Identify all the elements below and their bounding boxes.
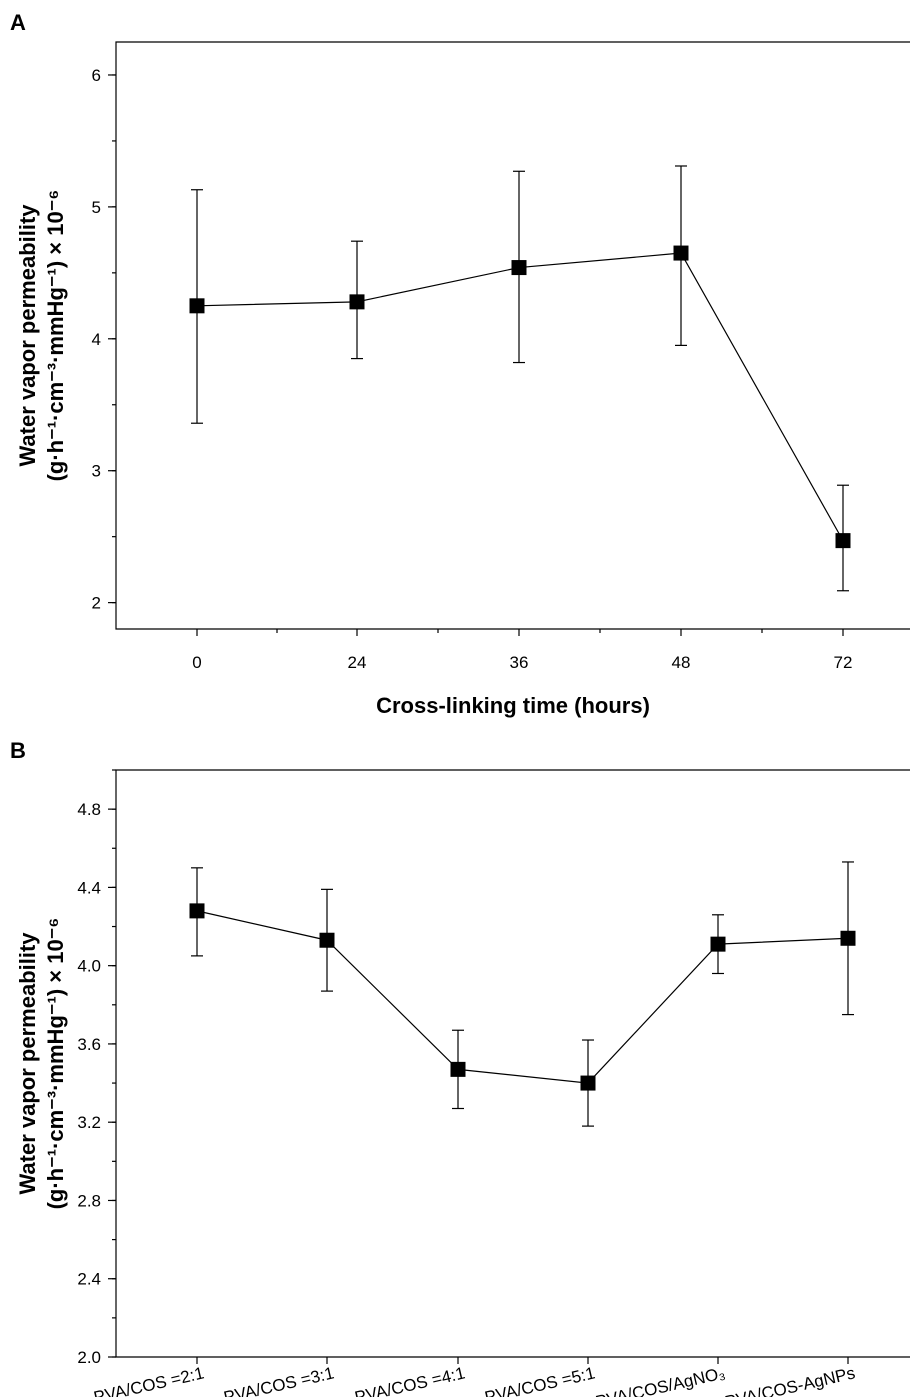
y-axis-subtitle: (g·h⁻¹·cm⁻³·mmHg⁻¹) × 10⁻⁶ — [43, 918, 68, 1210]
y-tick-label: 6 — [92, 66, 101, 85]
data-point — [580, 1075, 596, 1091]
y-tick-label: 2.8 — [77, 1191, 101, 1210]
y-tick-label: 3.6 — [77, 1035, 101, 1054]
data-point — [450, 1061, 466, 1077]
chart-panel-B: B 2.0 2.4 2.8 3.2 3.6 4.0 4.4 4.8 PVA/COS =2:1 PVA… — [10, 738, 910, 1397]
x-tick-label: 36 — [510, 653, 529, 672]
y-tick-label: 2.4 — [77, 1270, 101, 1289]
y-tick-label: 4.4 — [77, 878, 101, 897]
plot-frame — [115, 41, 910, 630]
x-tick-label: PVA/COS =4:1 — [353, 1363, 467, 1397]
data-point — [710, 936, 726, 952]
plot-frame — [115, 769, 910, 1358]
x-tick-label: PVA/COS =2:1 — [92, 1363, 206, 1397]
y-tick-label: 4.8 — [77, 800, 101, 819]
data-point — [673, 245, 689, 261]
data-point — [840, 930, 856, 946]
y-tick-label: 2.0 — [77, 1348, 101, 1367]
data-point — [511, 260, 527, 276]
data-point — [835, 533, 851, 549]
panel-label: B — [10, 738, 26, 763]
x-axis-title: Cross-linking time (hours) — [376, 693, 650, 718]
x-tick-label: 0 — [192, 653, 201, 672]
x-tick-label: 48 — [672, 653, 691, 672]
data-point — [189, 903, 205, 919]
x-tick-label: PVA/COS-AgNPs — [723, 1363, 857, 1397]
y-tick-label: 2 — [92, 594, 101, 613]
y-tick-label: 4.0 — [77, 957, 101, 976]
x-tick-label: PVA/COS =5:1 — [483, 1363, 597, 1397]
chart-panel-A: A 2 3 4 5 6 0 24 36 48 72 Cross-linking time (hours… — [10, 10, 910, 718]
data-point — [349, 294, 365, 310]
x-tick-label: 24 — [348, 653, 367, 672]
series-line — [196, 910, 849, 1084]
data-point — [189, 298, 205, 314]
y-axis-title: Water vapor permeability — [15, 204, 40, 467]
x-tick-label: PVA/COS =3:1 — [222, 1363, 336, 1397]
y-axis-subtitle: (g·h⁻¹·cm⁻³·mmHg⁻¹) × 10⁻⁶ — [43, 190, 68, 482]
y-tick-label: 4 — [92, 330, 101, 349]
y-tick-label: 3.2 — [77, 1113, 101, 1132]
panel-label: A — [10, 10, 26, 35]
y-tick-label: 3 — [92, 462, 101, 481]
y-tick-label: 5 — [92, 198, 101, 217]
y-axis-title: Water vapor permeability — [15, 932, 40, 1195]
x-tick-label: PVA/COS/AgNO₃ — [594, 1363, 727, 1397]
data-point — [319, 932, 335, 948]
series-line — [196, 252, 844, 541]
x-tick-label: 72 — [834, 653, 853, 672]
